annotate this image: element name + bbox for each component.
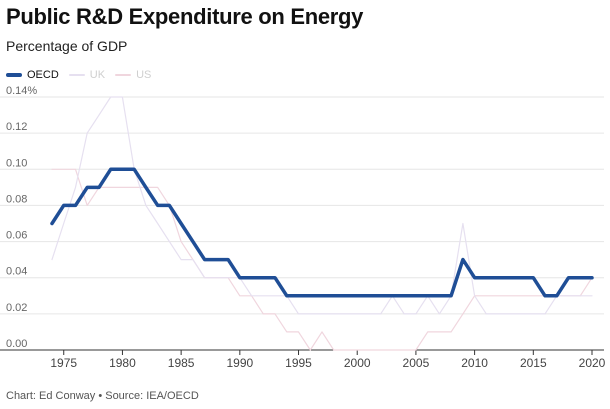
y-tick-label: 0.10 (6, 157, 27, 169)
y-tick-label: 0.02 (6, 302, 27, 314)
series-line-oecd (50, 167, 594, 298)
x-tick-label: 2010 (461, 356, 488, 370)
legend-swatch-uk (68, 74, 85, 76)
x-tick-label: 1995 (285, 356, 312, 370)
x-tick-label: 1990 (226, 356, 253, 370)
y-tick-label: 0.04 (6, 266, 27, 278)
legend-label-us: US (136, 69, 152, 81)
series-line-uk (51, 96, 593, 315)
y-tick-label: 0.14% (6, 85, 37, 97)
chart-title: Public R&D Expenditure on Energy (6, 4, 364, 29)
x-tick-label: 2005 (403, 356, 430, 370)
chart-subtitle: Percentage of GDP (6, 38, 128, 54)
x-tick-label: 1980 (109, 356, 136, 370)
legend-swatch-oecd (6, 73, 22, 77)
legend: OECD UK US (6, 68, 161, 82)
x-tick-label: 2000 (344, 356, 371, 370)
x-tick-label: 2020 (579, 356, 606, 370)
legend-item-uk[interactable]: UK (68, 68, 106, 82)
y-tick-label: 0.08 (6, 193, 27, 205)
y-tick-label: 0.00 (6, 338, 27, 350)
legend-swatch-us (115, 74, 132, 76)
legend-label-uk: UK (89, 69, 106, 81)
y-tick-label: 0.06 (6, 230, 27, 242)
legend-label-oecd: OECD (27, 69, 59, 81)
legend-item-us[interactable]: US (115, 68, 151, 82)
legend-item-oecd[interactable]: OECD (6, 68, 59, 82)
x-tick-label: 1985 (168, 356, 195, 370)
chart-footer: Chart: Ed Conway • Source: IEA/OECD (6, 390, 199, 402)
x-tick-label: 1975 (50, 356, 77, 370)
series-line-us (51, 168, 593, 351)
y-tick-label: 0.12 (6, 121, 27, 133)
x-tick-label: 2015 (520, 356, 547, 370)
